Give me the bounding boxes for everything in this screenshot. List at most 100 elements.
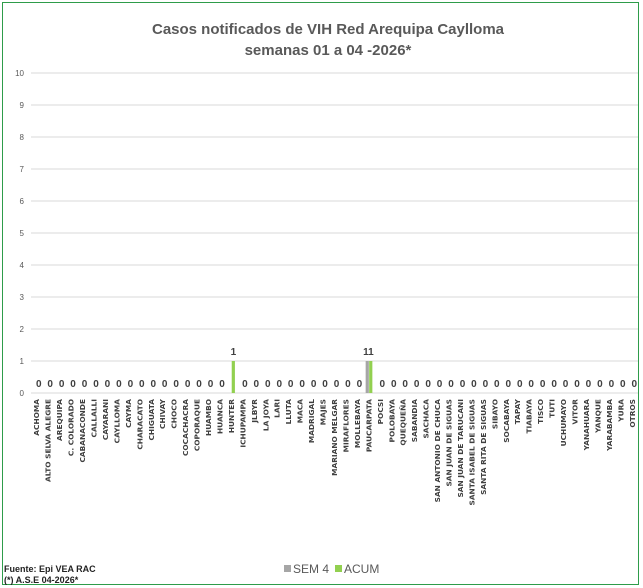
- data-label-acum: 0: [425, 379, 431, 390]
- data-label-acum: 0: [208, 379, 214, 390]
- legend-label-acum: ACUM: [344, 562, 379, 576]
- data-label-acum: 0: [345, 379, 351, 390]
- chart-subtitle: semanas 01 a 04 -2026*: [245, 42, 412, 59]
- data-label-acum: 0: [483, 379, 489, 390]
- x-category-label: C. COLORADO: [67, 399, 76, 456]
- data-label-acum: 0: [597, 379, 603, 390]
- data-label-acum: 0: [311, 379, 317, 390]
- data-label-acum: 0: [219, 379, 225, 390]
- data-label-acum: 0: [460, 379, 466, 390]
- x-category-label: YARABAMBA: [605, 399, 614, 452]
- x-category-label: COCACHACRA: [181, 399, 190, 456]
- x-category-label: CAYARANI: [101, 399, 110, 440]
- data-label-acum: 1: [368, 347, 374, 358]
- x-axis-categories: ACHOMA ALTO SELVA ALEGRE AREQUIPA C. COLORA…: [32, 398, 637, 505]
- data-label-acum: 0: [173, 379, 179, 390]
- x-category-label: YANAHUARA: [582, 399, 591, 452]
- y-tick-label: 7: [20, 165, 25, 174]
- data-label-acum: 0: [357, 379, 363, 390]
- x-category-label: YURA: [616, 399, 625, 423]
- x-category-label: MARIANO MELGAR: [330, 399, 339, 476]
- x-category-label: PAUCARPATA: [364, 399, 373, 452]
- x-category-label: CAYMA: [124, 399, 133, 428]
- x-category-label: HUNTER: [227, 399, 236, 433]
- x-category-label: ICHUPAMPA: [238, 399, 247, 448]
- x-category-label: HUAMBO: [204, 399, 213, 436]
- data-label-acum: 0: [254, 379, 260, 390]
- data-label-acum: 0: [70, 379, 76, 390]
- footnote: (*) A.S.E 04-2026*: [4, 575, 79, 585]
- x-category-label: SANTA ISABEL DE SIGUAS: [467, 399, 476, 505]
- x-category-label: CAYLLOMA: [112, 399, 121, 444]
- x-category-label: SABANDIA: [410, 399, 419, 442]
- data-label-acum: 0: [116, 379, 122, 390]
- source-note: Fuente: Epi VEA RAC: [4, 564, 96, 574]
- data-label-acum: 0: [82, 379, 88, 390]
- x-category-label: CABANACONDE: [78, 399, 87, 462]
- x-category-label: TUTI: [548, 399, 557, 418]
- y-tick-label: 8: [20, 133, 25, 142]
- data-label-acum: 0: [528, 379, 534, 390]
- y-tick-label: 2: [20, 325, 25, 334]
- x-category-label: LA JOYA: [261, 399, 270, 431]
- data-label-acum: 0: [150, 379, 156, 390]
- x-category-label: OTROS: [628, 399, 637, 428]
- data-label-acum: 0: [494, 379, 500, 390]
- x-category-label: MACA: [296, 399, 305, 423]
- x-category-label: QUEQUEÑA: [399, 399, 408, 446]
- legend-label-sem4: SEM 4: [293, 562, 329, 576]
- y-tick-label: 4: [20, 261, 25, 270]
- data-label-acum: 0: [631, 379, 637, 390]
- x-category-label: SAN JUAN DE TARUCANI: [456, 399, 465, 498]
- data-label-acum: 0: [609, 379, 615, 390]
- x-category-label: AREQUIPA: [55, 399, 64, 441]
- x-category-label: CALLALLI: [89, 399, 98, 438]
- x-category-label: TISCO: [536, 399, 545, 424]
- x-category-label: VITOR: [571, 399, 580, 425]
- data-label-acum: 0: [128, 379, 134, 390]
- y-tick-label: 10: [15, 69, 24, 78]
- x-category-label: HUANCA: [215, 399, 224, 434]
- data-label-acum: 0: [380, 379, 386, 390]
- x-category-label: POLOBAYA: [387, 399, 396, 443]
- data-label-acum: 0: [162, 379, 168, 390]
- x-category-label: YANQUE: [593, 399, 602, 434]
- bar-acum: [231, 361, 235, 393]
- x-category-label: COPORAQUE: [193, 399, 202, 451]
- data-label-acum: 0: [334, 379, 340, 390]
- data-label-acum: 0: [563, 379, 569, 390]
- x-category-label: CHOCO: [170, 399, 179, 429]
- data-label-acum: 0: [471, 379, 477, 390]
- y-tick-label: 5: [20, 229, 25, 238]
- x-category-label: ALTO SELVA ALEGRE: [44, 399, 53, 482]
- data-label-acum: 0: [196, 379, 202, 390]
- data-label-acum: 0: [59, 379, 65, 390]
- legend: SEM 4 ACUM: [284, 562, 379, 576]
- data-label-acum: 0: [414, 379, 420, 390]
- y-tick-label: 3: [20, 293, 25, 302]
- legend-swatch-acum: [335, 565, 342, 572]
- data-label-acum: 0: [620, 379, 626, 390]
- legend-swatch-sem4: [284, 565, 291, 572]
- data-label-acum: 0: [448, 379, 454, 390]
- x-category-label: SOCABAYA: [502, 399, 511, 443]
- data-label-acum: 0: [540, 379, 546, 390]
- data-label-acum: 0: [105, 379, 111, 390]
- x-category-label: TIABAYA: [525, 399, 534, 434]
- data-label-acum: 0: [288, 379, 294, 390]
- x-category-label: SIBAYO: [490, 399, 499, 429]
- x-category-label: ACHOMA: [32, 399, 41, 436]
- bar-acum: [369, 361, 373, 393]
- data-label-acum: 0: [402, 379, 408, 390]
- x-category-label: TAPAY: [513, 398, 522, 424]
- data-label-acum: 0: [276, 379, 282, 390]
- x-category-label: SACHACA: [422, 399, 431, 439]
- data-label-acum: 0: [93, 379, 99, 390]
- y-tick-label: 6: [20, 197, 25, 206]
- data-label-acum: 0: [36, 379, 42, 390]
- x-category-label: SAN JUAN DE SIGUAS: [445, 399, 454, 487]
- x-category-label: CHIVAY: [158, 398, 167, 429]
- x-category-label: SANTA RITA DE SIGUAS: [479, 399, 488, 495]
- data-label-acum: 0: [391, 379, 397, 390]
